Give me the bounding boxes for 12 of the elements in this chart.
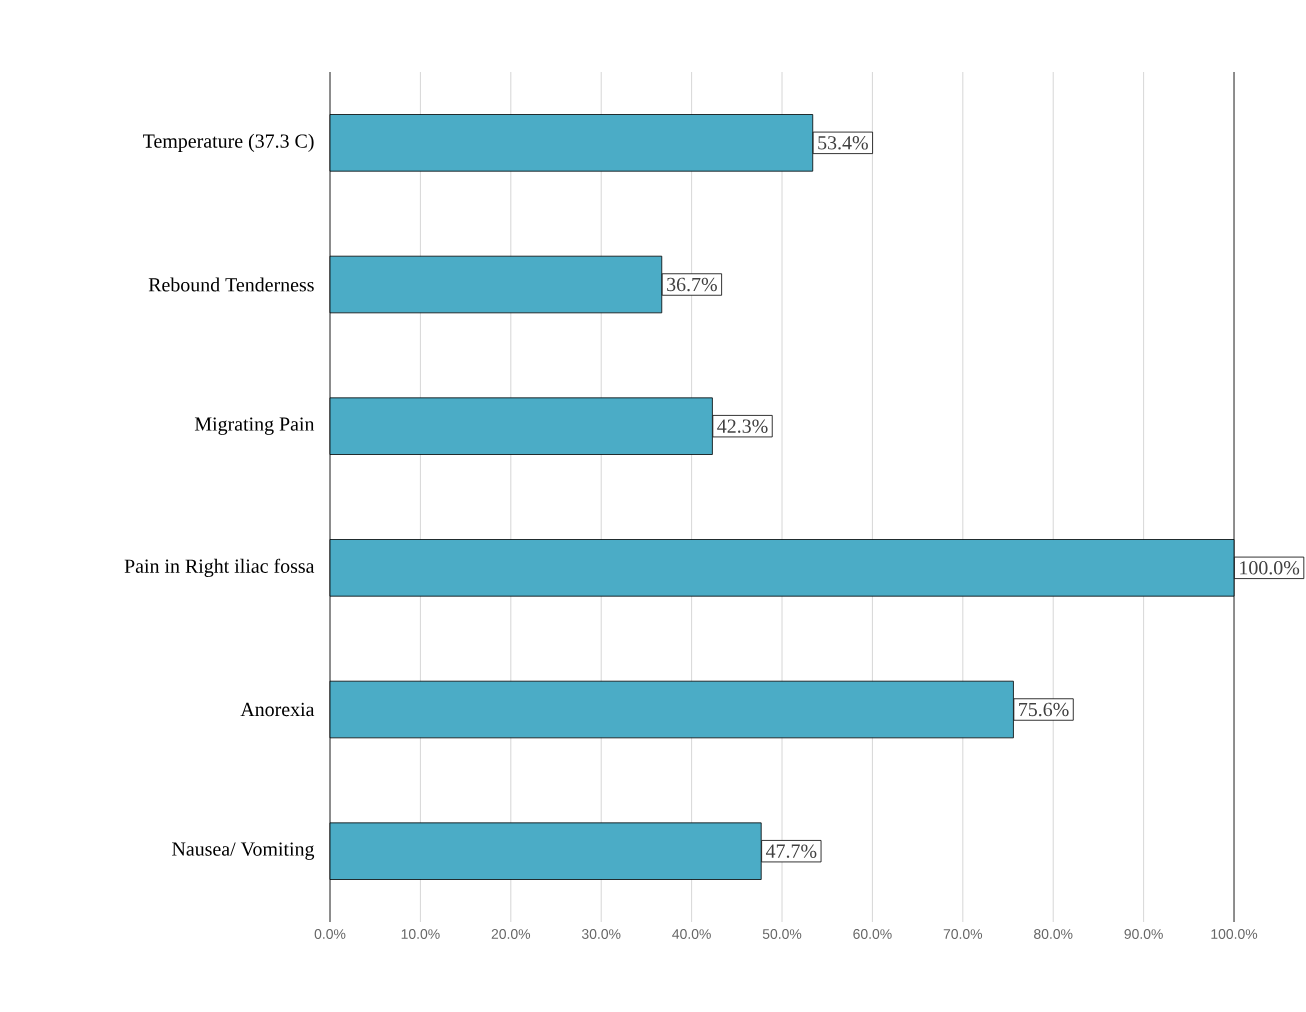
- y-tick-label: Pain in Right iliac fossa: [124, 558, 315, 578]
- y-tick-label: Anorexia: [240, 702, 315, 717]
- data-label: 42.3%: [717, 419, 768, 433]
- data-label: 47.7%: [765, 844, 817, 858]
- data-label: 75.6%: [1019, 702, 1069, 717]
- data-label: 100.0%: [1240, 561, 1300, 575]
- data-label: 36.7%: [667, 277, 717, 292]
- y-tick-label: Temperature (37.3 C): [143, 133, 314, 152]
- y-tick-label: Rebound Tenderness: [148, 277, 314, 292]
- data-label: 53.4%: [818, 136, 868, 150]
- y-tick-label: Migrating Pain: [194, 417, 315, 435]
- y-tick-label: Nausea/ Vomiting: [172, 842, 315, 860]
